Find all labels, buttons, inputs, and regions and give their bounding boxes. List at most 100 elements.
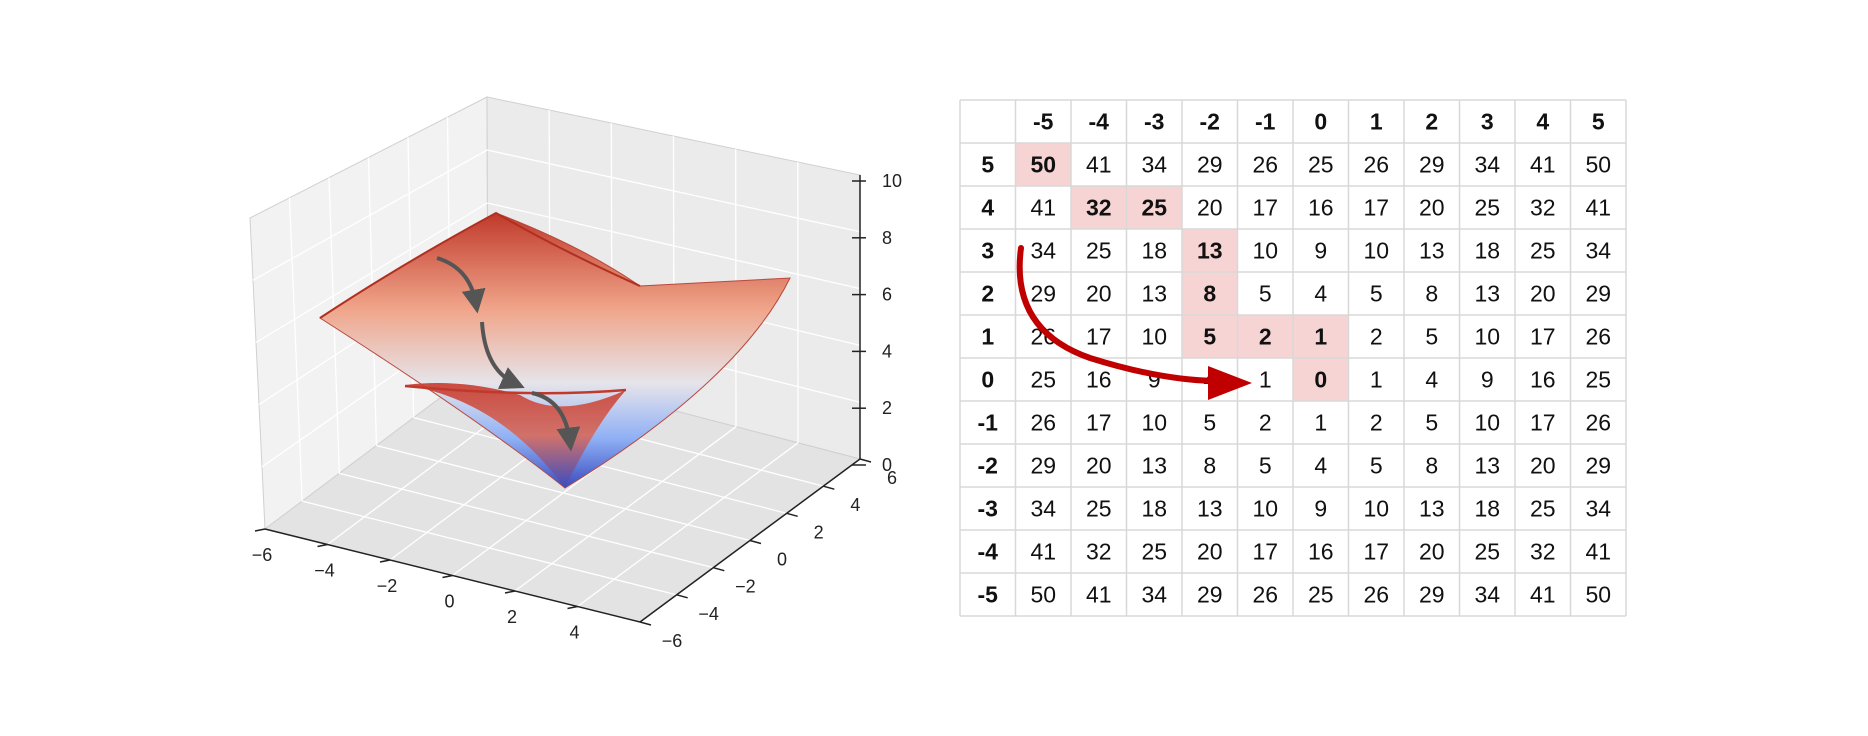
z-tick-label: 2 xyxy=(882,398,892,418)
table-cell: 29 xyxy=(1197,152,1223,178)
row-header: 0 xyxy=(981,367,994,393)
table-cell: 5 xyxy=(1203,324,1216,350)
table-cell: 29 xyxy=(1585,281,1611,307)
z-tick-label: 0 xyxy=(882,455,892,475)
table-cell: 13 xyxy=(1419,496,1445,522)
surface-front-ridge xyxy=(404,384,627,395)
z-tick-label: 10 xyxy=(882,171,902,191)
table-cell: 5 xyxy=(1259,281,1272,307)
table-cell: 13 xyxy=(1474,281,1500,307)
x-tick-mark xyxy=(254,528,266,532)
table-cell: 16 xyxy=(1308,195,1334,221)
table-cell: 2 xyxy=(1259,324,1272,350)
table-cell: 34 xyxy=(1474,152,1500,178)
table-cell: 20 xyxy=(1086,453,1112,479)
column-header: -5 xyxy=(1033,109,1054,135)
descent-arrow-1 xyxy=(436,256,486,314)
table-cell: 17 xyxy=(1530,324,1556,350)
surface-plot: −6 −4 −2 0 2 4 −6 −4 −2 0 2 4 6 0 2 4 6 8 10 xyxy=(249,96,902,651)
table-cell: 10 xyxy=(1141,410,1167,436)
table-cell: 5 xyxy=(1425,410,1438,436)
table-cell: 34 xyxy=(1141,152,1167,178)
table-cell: 29 xyxy=(1030,453,1056,479)
row-header: -5 xyxy=(978,582,999,608)
table-cell: 41 xyxy=(1530,582,1556,608)
grid-line xyxy=(288,197,303,502)
table-cell: 25 xyxy=(1030,367,1056,393)
surface-back-ridge xyxy=(319,211,641,319)
table-cell: 18 xyxy=(1474,496,1500,522)
column-header: -1 xyxy=(1255,109,1276,135)
column-header: 2 xyxy=(1425,109,1438,135)
table-cell: 26 xyxy=(1030,410,1056,436)
table-cell: 17 xyxy=(1252,539,1278,565)
red-path-arrow xyxy=(1016,245,1218,384)
table-cell: 10 xyxy=(1252,238,1278,264)
x-tick-label: 4 xyxy=(569,623,579,643)
table-cell: 20 xyxy=(1530,281,1556,307)
highlighted-cell xyxy=(1182,272,1238,315)
table-cell: 34 xyxy=(1141,582,1167,608)
table-cell: 18 xyxy=(1474,238,1500,264)
x-tick-mark xyxy=(567,605,578,610)
table-cell: 41 xyxy=(1030,195,1056,221)
table-cell: 5 xyxy=(1259,453,1272,479)
table-cell: 25 xyxy=(1308,582,1334,608)
table-cell: 9 xyxy=(1314,238,1327,264)
grid-line xyxy=(252,149,488,281)
table-cell: 9 xyxy=(1314,496,1327,522)
column-header: -2 xyxy=(1200,109,1220,135)
descent-arrow-2 xyxy=(480,321,525,389)
table-cell: 17 xyxy=(1363,539,1389,565)
column-header: -4 xyxy=(1089,109,1110,135)
table-cell: 10 xyxy=(1141,324,1167,350)
table-cell: 20 xyxy=(1419,539,1445,565)
table-cell: 20 xyxy=(1086,281,1112,307)
surface-front-edge xyxy=(405,382,626,488)
table-cell: 25 xyxy=(1086,496,1112,522)
table-cell: 2 xyxy=(1370,324,1383,350)
z-axis-ticks: 0 2 4 6 8 10 xyxy=(852,171,902,475)
table-cell: 26 xyxy=(1585,324,1611,350)
x-tick-label: 0 xyxy=(444,592,454,612)
table-cell: 29 xyxy=(1419,152,1445,178)
table-cell: 26 xyxy=(1363,582,1389,608)
table-cell: 50 xyxy=(1585,582,1611,608)
table-cell: 5 xyxy=(1370,453,1383,479)
table-cell: 25 xyxy=(1308,152,1334,178)
table-cell: 32 xyxy=(1530,539,1556,565)
highlighted-cell xyxy=(1293,358,1349,401)
table-cell: 20 xyxy=(1197,195,1223,221)
table-cell: 25 xyxy=(1474,195,1500,221)
red-arrow-head xyxy=(1208,366,1252,400)
y-axis-ticks: −6 −4 −2 0 2 4 6 xyxy=(639,458,897,651)
table-cell: 13 xyxy=(1197,238,1223,264)
x-tick-label: 2 xyxy=(507,607,517,627)
table-cell: 29 xyxy=(1197,582,1223,608)
y-tick-label: 6 xyxy=(887,468,897,488)
row-header: -3 xyxy=(978,496,998,522)
table-cell: 16 xyxy=(1308,539,1334,565)
table-cell: 34 xyxy=(1585,238,1611,264)
table-cell: 10 xyxy=(1363,496,1389,522)
table-cell: 25 xyxy=(1585,367,1611,393)
y-tick-label: −2 xyxy=(735,577,756,597)
table-cell: 16 xyxy=(1086,367,1112,393)
table-cell: 17 xyxy=(1252,195,1278,221)
column-header: 3 xyxy=(1481,109,1494,135)
table-cell: 20 xyxy=(1530,453,1556,479)
table-cell: 1 xyxy=(1370,367,1383,393)
x-tick-label: −6 xyxy=(252,545,273,565)
row-header: 5 xyxy=(981,152,994,178)
grid-line xyxy=(487,149,861,233)
table-cell: 5 xyxy=(1370,281,1383,307)
table-cell: 25 xyxy=(1530,238,1556,264)
table-cell: 17 xyxy=(1086,324,1112,350)
table-cell: 25 xyxy=(1474,539,1500,565)
table-cell: 5 xyxy=(1203,410,1216,436)
table-cell: 2 xyxy=(1370,410,1383,436)
row-header: 3 xyxy=(981,238,994,264)
column-header: -3 xyxy=(1144,109,1164,135)
table-cell: 32 xyxy=(1086,539,1112,565)
